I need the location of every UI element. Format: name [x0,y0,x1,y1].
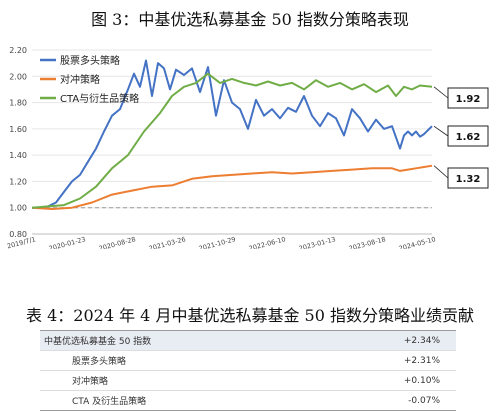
table-row-cta: CTA 及衍生品策略 -0.07% [40,391,456,411]
callout-box [447,125,489,147]
end-value-label: 1.92 [456,94,481,105]
strategy-line-chart: 0.801.001.201.401.601.802.002.202019/7/1… [6,46,489,249]
y-tick-label: 1.20 [9,177,27,186]
table-title: 表 4：2024 年 4 月中基优选私募基金 50 指数分策略业绩贡献 [26,306,474,325]
y-tick-label: 2.20 [9,46,27,55]
x-tick-label: 2023-08-18 [348,235,387,249]
callout-leader [433,165,449,179]
x-tick-label: 2024-05-10 [398,235,437,249]
row-value: +0.10% [403,375,440,386]
legend-label: CTA与衍生品策略 [60,92,139,105]
callout-leader [433,86,449,99]
series-line [31,72,433,209]
x-tick-label: 2021-10-29 [198,235,237,249]
row-value: +2.31% [403,355,440,366]
end-value-label: 1.62 [456,132,481,143]
y-tick-label: 1.00 [9,204,27,213]
row-label: 股票多头策略 [72,357,127,367]
x-tick-label: 2020-08-28 [98,235,137,249]
y-tick-label: 1.40 [9,151,27,160]
figure-title: 图 3：中基优选私募基金 50 指数分策略表现 [91,10,409,29]
x-tick-label: 2023-01-13 [298,235,337,249]
series-line [32,59,433,209]
end-value-label: 1.32 [456,174,481,185]
row-label: CTA 及衍生品策略 [72,397,147,407]
table-row-hedge: 对冲策略 +0.10% [40,371,456,391]
performance-table: 中基优选私募基金 50 指数 +2.34% 股票多头策略 +2.31% 对冲策略… [40,330,456,411]
x-tick-label: 2020-01-23 [48,235,87,249]
legend-label: 对冲策略 [60,73,100,86]
row-label: 中基优选私募基金 50 指数 [44,337,152,347]
table-row-equity: 股票多头策略 +2.31% [40,351,456,371]
x-tick-label: 2022-06-10 [248,235,287,249]
y-tick-label: 1.60 [9,125,27,134]
callout-box [447,87,489,109]
legend-label: 股票多头策略 [60,54,120,67]
row-value: -0.07% [408,395,440,406]
row-label: 对冲策略 [72,377,109,387]
x-tick-label: 2021-03-26 [148,235,187,249]
callout-leader [433,125,449,137]
y-tick-label: 2.00 [9,72,27,81]
table-row-index: 中基优选私募基金 50 指数 +2.34% [40,330,456,351]
y-tick-label: 0.80 [9,230,27,239]
series-line [31,164,433,210]
y-tick-label: 1.80 [9,99,27,108]
callout-box [447,167,489,189]
row-value: +2.34% [403,335,440,346]
